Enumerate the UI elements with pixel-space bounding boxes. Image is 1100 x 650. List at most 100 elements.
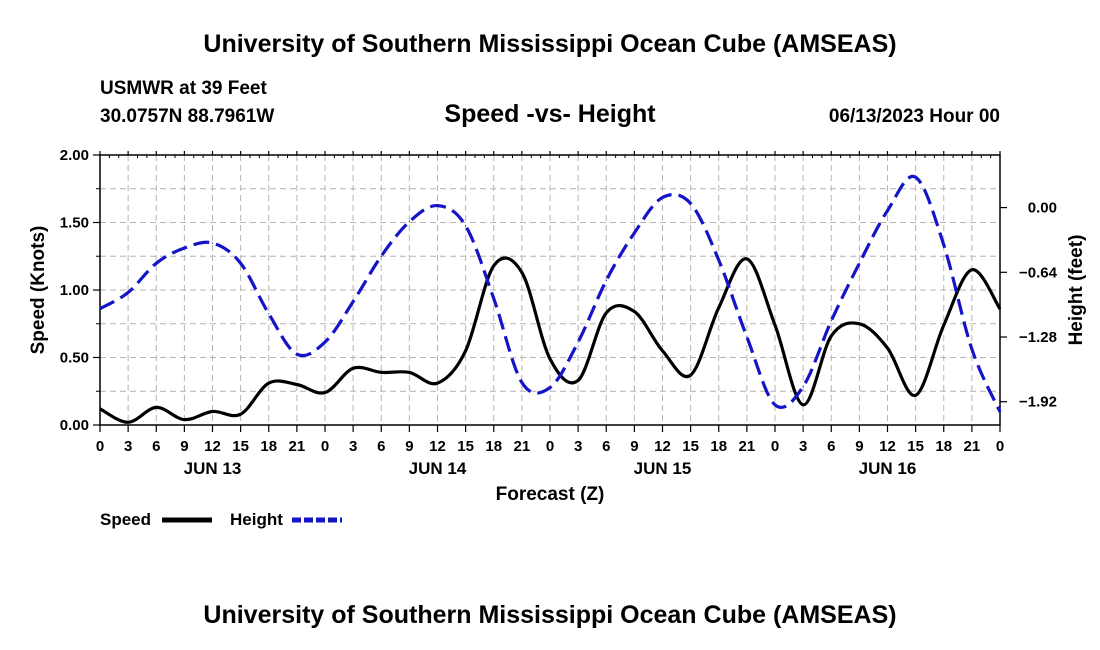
data-point-height	[690, 202, 692, 205]
legend-height-label: Height	[230, 510, 283, 529]
x-tick-label: 21	[964, 438, 981, 455]
axis-ticks	[93, 151, 1007, 432]
footer-title: University of Southern Mississippi Ocean…	[203, 601, 897, 629]
x-tick-label: 3	[349, 438, 357, 455]
data-point-speed	[943, 324, 945, 326]
data-point-speed	[183, 419, 185, 421]
data-point-speed	[858, 323, 861, 325]
data-point-speed	[296, 383, 298, 386]
data-point-speed	[886, 347, 889, 349]
station-label: USMWR at 39 Feet	[100, 78, 267, 99]
data-point-speed	[802, 404, 804, 406]
data-point-speed	[577, 379, 579, 381]
x-tick-label: 6	[602, 438, 610, 455]
data-point-speed	[240, 413, 242, 415]
data-point-speed	[127, 421, 129, 423]
data-point-height	[268, 313, 270, 315]
data-point-height	[549, 387, 551, 389]
data-point-speed	[971, 269, 973, 271]
y-axis-title: Speed (Knots)	[28, 226, 49, 355]
x-tick-label: 9	[630, 438, 638, 455]
y2-tick-label: −1.92	[1019, 394, 1057, 411]
data-point-height	[465, 225, 467, 227]
data-point-speed	[493, 265, 495, 267]
data-point-height	[915, 176, 917, 178]
x-date-label: JUN 15	[634, 459, 692, 478]
data-point-height	[858, 262, 861, 264]
data-point-height	[436, 205, 439, 207]
x-tick-label: 18	[935, 438, 952, 455]
x-date-label: JUN 16	[859, 459, 917, 478]
data-point-speed	[465, 350, 467, 352]
main-title: University of Southern Mississippi Ocean…	[203, 30, 897, 58]
x-tick-label: 6	[152, 438, 160, 455]
data-point-speed	[211, 410, 214, 413]
data-point-speed	[999, 308, 1001, 310]
data-point-speed	[661, 350, 664, 352]
data-point-height	[183, 247, 185, 249]
series-line-speed	[99, 256, 1002, 424]
x-tick-label: 21	[514, 438, 531, 455]
x-tick-label: 9	[180, 438, 188, 455]
data-point-speed	[718, 307, 720, 309]
data-point-height	[99, 308, 101, 310]
x-tick-label: 9	[855, 438, 863, 455]
data-point-speed	[549, 358, 551, 360]
grid	[100, 155, 1000, 425]
data-point-height	[408, 221, 410, 223]
y-tick-label: 0.50	[60, 350, 89, 367]
data-point-height	[296, 353, 298, 355]
x-tick-label: 18	[485, 438, 502, 455]
x-tick-label: 0	[996, 438, 1004, 455]
data-point-height	[971, 348, 973, 350]
x-tick-label: 0	[321, 438, 329, 455]
x-tick-label: 12	[429, 438, 446, 455]
data-point-speed	[521, 271, 523, 274]
y-tick-label: 1.50	[60, 215, 89, 232]
data-point-height	[774, 404, 776, 406]
x-tick-label: 18	[260, 438, 277, 455]
x-tick-label: 15	[457, 438, 474, 455]
x-tick-label: 0	[96, 438, 104, 455]
data-point-height	[240, 262, 242, 264]
y-tick-label: 1.00	[60, 282, 89, 299]
x-date-label: JUN 14	[409, 459, 467, 478]
data-point-speed	[690, 374, 692, 376]
data-point-height	[943, 244, 945, 246]
forecast-datetime: 06/13/2023 Hour 00	[828, 106, 1000, 127]
series-line-height	[99, 174, 1002, 413]
data-point-speed	[408, 371, 410, 373]
data-point-height	[211, 242, 214, 244]
data-point-speed	[352, 367, 354, 369]
data-point-height	[718, 259, 720, 261]
data-point-speed	[99, 408, 101, 410]
x-tick-label: 9	[405, 438, 413, 455]
data-point-speed	[436, 382, 439, 384]
y2-tick-label: 0.00	[1028, 200, 1057, 217]
data-point-speed	[774, 324, 776, 326]
y2-tick-label: −1.28	[1019, 329, 1057, 346]
data-point-height	[661, 196, 664, 199]
data-point-height	[886, 210, 889, 212]
x-tick-label: 15	[232, 438, 249, 455]
data-point-height	[493, 298, 495, 300]
data-point-height	[605, 279, 607, 281]
y-tick-label: 2.00	[60, 147, 89, 164]
x-tick-label: 21	[739, 438, 756, 455]
data-point-height	[521, 381, 523, 384]
x-tick-label: 6	[827, 438, 835, 455]
data-point-height	[352, 301, 354, 303]
x-date-label: JUN 13	[184, 459, 242, 478]
data-point-speed	[268, 382, 270, 384]
data-point-speed	[380, 371, 382, 373]
x-tick-label: 3	[124, 438, 132, 455]
data-point-height	[127, 291, 129, 294]
data-point-speed	[155, 406, 157, 408]
data-point-speed	[324, 392, 326, 394]
x-tick-label: 18	[710, 438, 727, 455]
axis-labels: 0 3 6 9 12 15 18 21 0 3 6 9 12 15 18 21 0 3 6 9 12 15 18 21 0 3 6 9…	[60, 147, 1058, 478]
y2-axis-title: Height (feet)	[1066, 235, 1087, 346]
y-tick-label: 0.00	[60, 417, 89, 434]
x-tick-label: 12	[204, 438, 221, 455]
x-tick-label: 21	[289, 438, 306, 455]
